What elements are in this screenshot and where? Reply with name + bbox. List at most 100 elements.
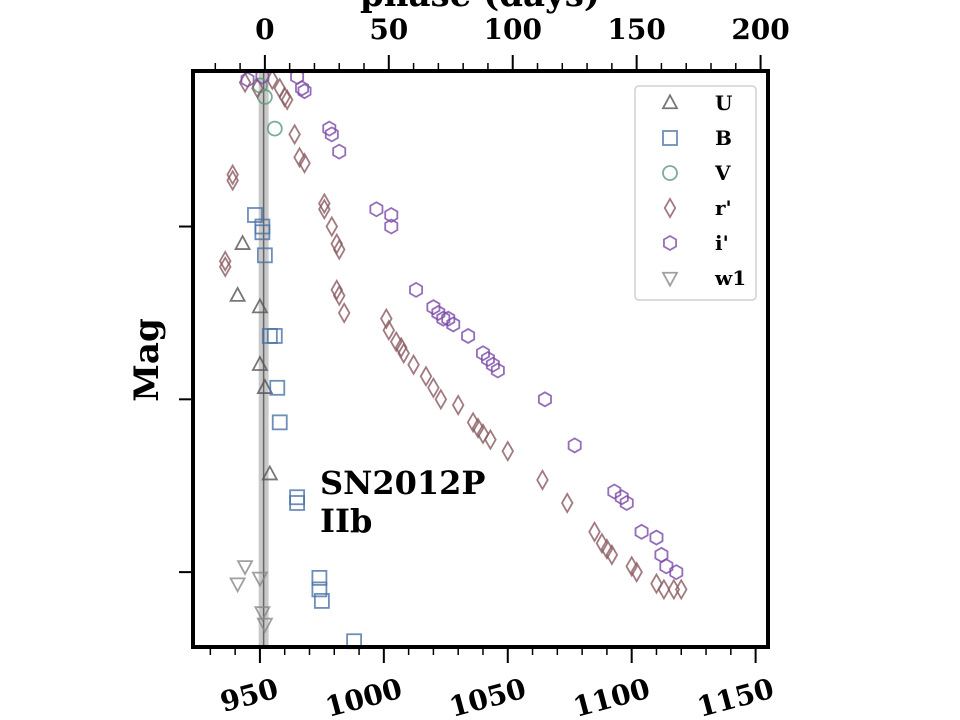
data-point — [229, 286, 247, 302]
data-point — [480, 350, 495, 368]
series-1 — [247, 207, 362, 650]
data-point — [261, 464, 279, 481]
data-point — [397, 342, 410, 365]
x-tick-label: 1100 — [570, 672, 654, 720]
data-point — [226, 163, 239, 186]
data-point — [461, 327, 476, 344]
peak-band — [258, 71, 269, 647]
data-point — [426, 299, 441, 316]
legend-marker — [663, 197, 677, 219]
data-point — [256, 617, 274, 634]
data-point — [389, 330, 403, 353]
data-point — [476, 422, 490, 445]
data-point — [298, 152, 311, 175]
series-5 — [229, 560, 274, 634]
data-point — [251, 571, 269, 588]
data-point — [380, 307, 393, 330]
data-point — [337, 302, 351, 324]
data-point — [236, 560, 254, 576]
data-point — [289, 489, 305, 506]
data-point — [218, 250, 232, 272]
data-point — [324, 126, 339, 143]
series-3 — [218, 68, 688, 601]
legend-marker — [662, 165, 678, 181]
data-point — [382, 319, 396, 342]
data-point — [466, 411, 480, 434]
data-point — [471, 417, 485, 440]
legend-label: w1 — [714, 266, 746, 290]
annotation-sn-name: SN2012P — [320, 464, 485, 502]
x-tick-label: 950 — [217, 672, 282, 719]
data-point — [318, 192, 331, 215]
data-point — [434, 388, 448, 411]
data-point — [266, 120, 283, 137]
x2-axis-title: phase (days) — [360, 0, 600, 15]
data-point — [318, 198, 331, 221]
data-point — [332, 238, 346, 261]
phase-tick-label: 150 — [607, 13, 665, 46]
data-marks — [218, 68, 688, 650]
data-point — [322, 120, 337, 137]
data-point — [251, 297, 269, 314]
data-point — [251, 77, 264, 100]
data-point — [255, 68, 270, 85]
data-point — [288, 123, 301, 146]
data-point — [625, 555, 638, 578]
legend-label: U — [715, 91, 732, 115]
series-0 — [229, 234, 279, 481]
phase-tick-label: 200 — [731, 13, 789, 46]
data-point — [332, 143, 347, 160]
data-point — [436, 310, 451, 327]
data-point — [595, 532, 609, 555]
data-point — [446, 316, 461, 333]
data-point — [234, 234, 252, 250]
legend-marker — [661, 271, 679, 288]
legend-item: i' — [663, 231, 729, 255]
data-point — [218, 255, 232, 278]
data-point — [409, 281, 424, 298]
data-point — [560, 492, 574, 514]
x-tick-label: 1000 — [322, 672, 406, 720]
data-point — [649, 529, 664, 546]
data-point — [537, 391, 552, 408]
data-point — [630, 561, 643, 584]
data-point — [229, 577, 247, 594]
legend-marker — [662, 130, 678, 146]
data-point — [674, 578, 688, 601]
data-point — [384, 206, 399, 224]
data-point — [253, 606, 271, 623]
data-point — [490, 362, 505, 379]
phase-tick-label: 0 — [255, 13, 274, 46]
data-point — [451, 394, 465, 416]
data-point — [567, 437, 582, 454]
data-point — [240, 71, 255, 88]
legend-item: V — [662, 161, 731, 185]
data-point — [297, 83, 312, 100]
legend-label: V — [714, 161, 731, 185]
data-point — [588, 520, 601, 543]
legend-label: B — [715, 126, 732, 150]
data-point — [650, 572, 663, 595]
phase-tick-label: 50 — [369, 13, 408, 46]
data-point — [600, 538, 614, 560]
data-point — [384, 218, 399, 235]
data-point — [254, 218, 271, 235]
data-point — [485, 356, 500, 373]
data-point — [619, 494, 634, 512]
legend-item: U — [661, 91, 732, 115]
data-point — [476, 345, 490, 362]
legend-marker — [661, 93, 679, 110]
data-point — [441, 310, 456, 327]
data-point — [501, 440, 515, 463]
plot-frame — [191, 69, 770, 649]
data-point — [266, 328, 283, 344]
data-point — [280, 88, 294, 111]
series-4 — [240, 68, 684, 581]
legend-item: w1 — [661, 266, 746, 290]
y-axis-title: Mag — [127, 318, 167, 401]
data-point — [325, 215, 339, 238]
data-point — [669, 564, 684, 581]
data-point — [536, 469, 549, 491]
data-point — [311, 569, 328, 586]
